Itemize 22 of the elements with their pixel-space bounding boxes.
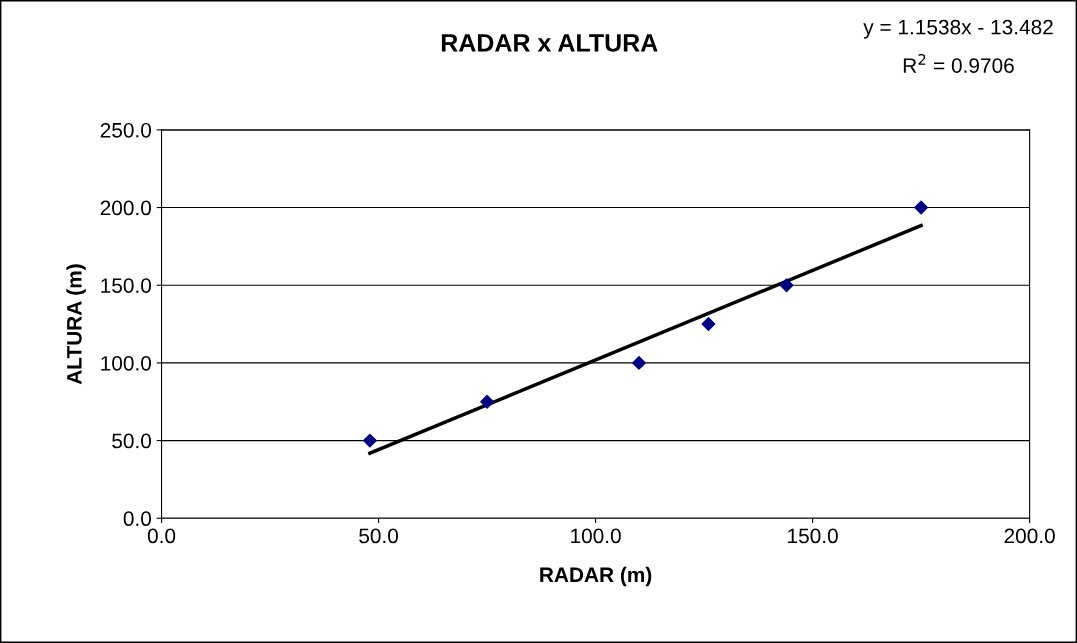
x-tick-label: 100.0: [571, 528, 621, 544]
y-tick-label: 250.0: [100, 122, 152, 138]
text: R$^{2}$ = 0.9706: [903, 53, 1014, 73]
y-tick-label: 50.0: [112, 433, 152, 449]
point: [779, 278, 794, 293]
y-tick-label: 200.0: [100, 200, 152, 216]
y-axis-title: ALTURA (m): [66, 264, 86, 385]
point: [914, 200, 929, 215]
y-tick-label: 150.0: [101, 278, 152, 293]
x-tick-label: 0.0: [147, 528, 176, 544]
text: y = 1.1538x - 13.482: [863, 19, 1053, 39]
point: [480, 394, 494, 409]
x-tick-label: 50.0: [359, 528, 399, 544]
point: [632, 356, 646, 370]
chart-title: RADAR x ALTURA: [441, 34, 658, 52]
x-tick-label: 150.0: [788, 528, 838, 544]
x-axis-title: RADAR (m): [540, 566, 652, 587]
point: [362, 433, 377, 448]
y-tick-label: 100.0: [101, 355, 152, 371]
point: [701, 317, 716, 331]
x-tick-label: 200.0: [1004, 528, 1055, 544]
y-tick-label: 0.0: [123, 511, 152, 527]
